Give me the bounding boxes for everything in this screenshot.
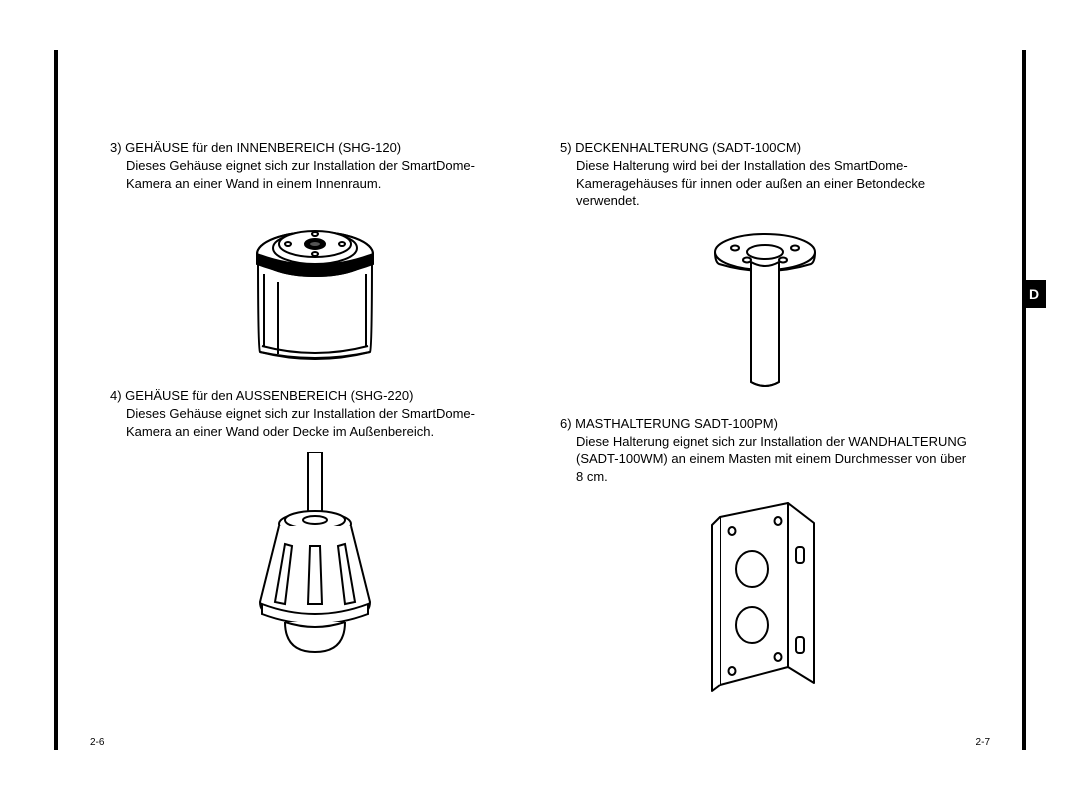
- page-spread: D 3) GEHÄUSE für den INNENBEREICH (SHG-1…: [0, 0, 1080, 790]
- item-3: 3) GEHÄUSE für den INNENBEREICH (SHG-120…: [110, 140, 520, 364]
- item-3-heading: 3) GEHÄUSE für den INNENBEREICH (SHG-120…: [110, 140, 520, 155]
- item-5-body: Diese Halterung wird bei der Installatio…: [560, 157, 970, 210]
- item-5: 5) DECKENHALTERUNG (SADT-100CM) Diese Ha…: [560, 140, 970, 392]
- left-column: 3) GEHÄUSE für den INNENBEREICH (SHG-120…: [90, 140, 540, 750]
- right-column: 5) DECKENHALTERUNG (SADT-100CM) Diese Ha…: [540, 140, 990, 750]
- item-6-heading: 6) MASTHALTERUNG SADT-100PM): [560, 416, 970, 431]
- item-4-body: Dieses Gehäuse eignet sich zur Installat…: [110, 405, 520, 440]
- item-6-illustration: [560, 497, 970, 697]
- content-area: 3) GEHÄUSE für den INNENBEREICH (SHG-120…: [90, 140, 990, 750]
- item-6-body: Diese Halterung eignet sich zur Installa…: [560, 433, 970, 486]
- section-tab: D: [1022, 280, 1046, 308]
- page-number-right: 2-7: [976, 737, 990, 748]
- item-4: 4) GEHÄUSE für den AUSSENBEREICH (SHG-22…: [110, 388, 520, 662]
- item-4-illustration: [110, 452, 520, 662]
- item-5-heading: 5) DECKENHALTERUNG (SADT-100CM): [560, 140, 970, 155]
- item-3-body: Dieses Gehäuse eignet sich zur Installat…: [110, 157, 520, 192]
- item-3-illustration: [110, 204, 520, 364]
- item-6: 6) MASTHALTERUNG SADT-100PM) Diese Halte…: [560, 416, 970, 698]
- binding-bar-right: [1022, 50, 1026, 750]
- binding-bar-left: [54, 50, 58, 750]
- item-5-illustration: [560, 222, 970, 392]
- item-4-heading: 4) GEHÄUSE für den AUSSENBEREICH (SHG-22…: [110, 388, 520, 403]
- page-number-left: 2-6: [90, 737, 104, 748]
